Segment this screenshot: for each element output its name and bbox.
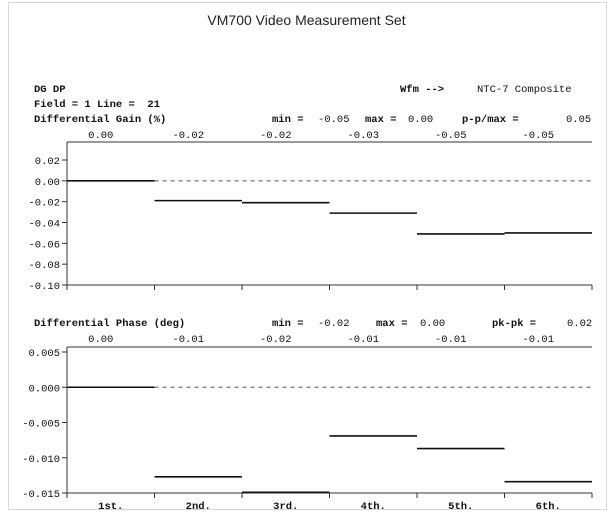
dp-value-label: -0.02: [260, 334, 292, 346]
dp-value-label: 0.00: [88, 334, 113, 346]
dp-pp-value: 0.02: [567, 318, 593, 330]
dp-value-label: -0.01: [172, 334, 204, 346]
page-title: VM700 Video Measurement Set: [207, 12, 406, 28]
dp-y-tick-label: -0.005: [22, 419, 60, 431]
dg-value-label: -0.02: [260, 130, 292, 142]
dp-y-tick-label: -0.010: [22, 454, 60, 466]
dg-y-tick-label: -0.04: [28, 219, 60, 231]
dp-min-value: -0.02: [318, 318, 350, 330]
dp-value-label: -0.01: [347, 334, 379, 346]
dp-y-tick-label: 0.000: [28, 383, 60, 395]
dg-y-tick-label: 0.02: [35, 156, 60, 168]
dg-y-tick-label: -0.10: [28, 281, 60, 293]
field-line-label: Field = 1 Line = 21: [34, 99, 161, 111]
wfm-label: Wfm -->: [400, 84, 445, 96]
x-category-label: 5th.: [448, 501, 473, 513]
x-category-label: 2nd.: [186, 501, 211, 513]
dp-min-label: min =: [272, 318, 304, 330]
dg-y-tick-label: 0.00: [35, 177, 60, 189]
dg-y-tick-label: -0.02: [28, 198, 60, 210]
dp-y-tick-label: -0.015: [22, 489, 60, 501]
dg-panel-title: Differential Gain (%): [34, 114, 167, 126]
dp-panel-title: Differential Phase (deg): [34, 318, 186, 330]
dp-max-value: 0.00: [420, 318, 446, 330]
dg-y-tick-label: -0.06: [28, 239, 60, 251]
dg-min-label: min =: [272, 114, 304, 126]
dg-value-label: 0.00: [88, 130, 113, 142]
dp-y-tick-label: 0.005: [28, 348, 60, 360]
dg-max-label: max =: [365, 114, 397, 126]
x-category-label: 3rd.: [273, 501, 298, 513]
dg-max-value: 0.00: [408, 114, 434, 126]
dp-max-label: max =: [376, 318, 408, 330]
dg-value-label: -0.03: [347, 130, 379, 142]
dg-value-label: -0.05: [435, 130, 467, 142]
x-category-label: 4th.: [361, 501, 386, 513]
mode-label: DG DP: [34, 84, 66, 96]
dg-y-tick-label: -0.08: [28, 260, 60, 272]
dg-pp-value: 0.05: [566, 114, 592, 126]
x-category-label: 6th.: [536, 501, 561, 513]
dg-value-label: -0.02: [172, 130, 204, 142]
dg-pp-label: p-p/max =: [462, 114, 519, 126]
x-category-label: 1st.: [98, 501, 123, 513]
dp-value-label: -0.01: [435, 334, 467, 346]
page-border: [8, 2, 607, 510]
dp-pp-label: pk-pk =: [492, 318, 537, 330]
dp-value-label: -0.01: [522, 334, 554, 346]
dg-min-value: -0.05: [318, 114, 350, 126]
wfm-value: NTC-7 Composite: [477, 84, 572, 96]
dg-value-label: -0.05: [522, 130, 554, 142]
